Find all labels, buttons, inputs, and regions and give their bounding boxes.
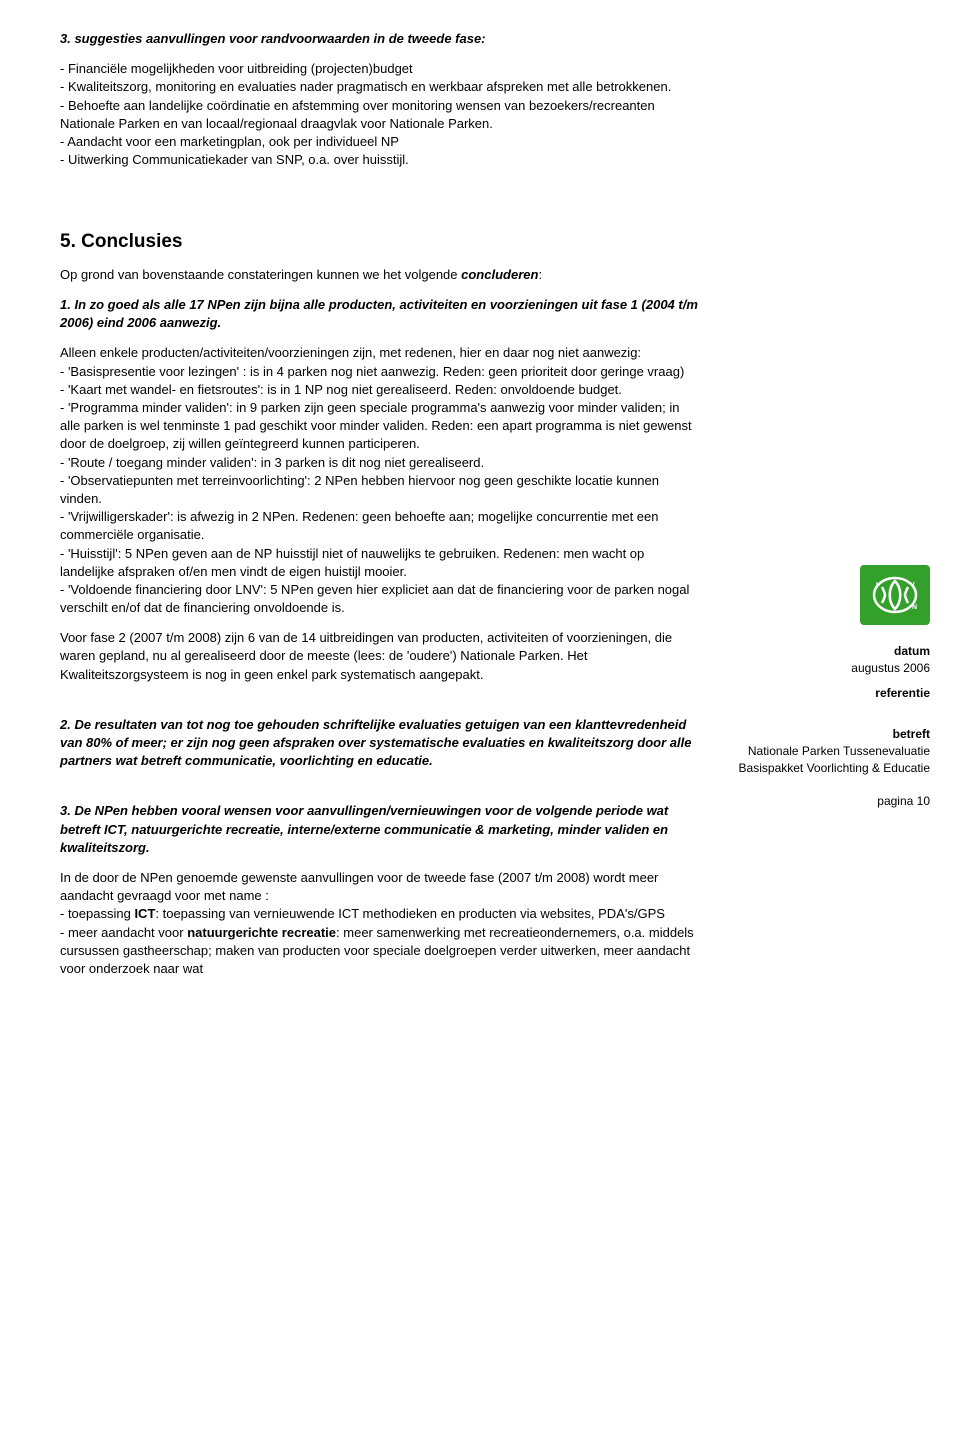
betreft-value-2: Basispakket Voorlichting & Educatie <box>730 760 930 777</box>
conclusies-intro: Op grond van bovenstaande constateringen… <box>60 266 700 284</box>
sidebar: I V N datum augustus 2006 referentie bet… <box>730 565 930 809</box>
svg-text:I: I <box>876 582 878 589</box>
svg-text:V: V <box>910 582 915 589</box>
section3-title: 3. suggesties aanvullingen voor randvoor… <box>60 30 700 48</box>
conclusion-3-title: 3. De NPen hebben vooral wensen voor aan… <box>60 802 700 857</box>
ivn-logo-icon: I V N <box>860 565 930 625</box>
datum-value: augustus 2006 <box>730 660 930 677</box>
betreft-value-1: Nationale Parken Tussenevaluatie <box>730 743 930 760</box>
conclusies-heading: 5. Conclusies <box>60 229 700 256</box>
pagina-value: pagina 10 <box>730 793 930 810</box>
referentie-label: referentie <box>730 685 930 702</box>
section3-body: - Financiële mogelijkheden voor uitbreid… <box>60 60 700 169</box>
betreft-label: betreft <box>730 726 930 743</box>
conclusion-1-body: Alleen enkele producten/activiteiten/voo… <box>60 344 700 617</box>
conclusion-1-title: 1. In zo goed als alle 17 NPen zijn bijn… <box>60 296 700 332</box>
conclusion-3-body: In de door de NPen genoemde gewenste aan… <box>60 869 700 978</box>
conclusion-1-body2: Voor fase 2 (2007 t/m 2008) zijn 6 van d… <box>60 629 700 684</box>
datum-label: datum <box>730 643 930 660</box>
conclusion-2-title: 2. De resultaten van tot nog toe gehoude… <box>60 716 700 771</box>
svg-text:N: N <box>912 604 917 611</box>
